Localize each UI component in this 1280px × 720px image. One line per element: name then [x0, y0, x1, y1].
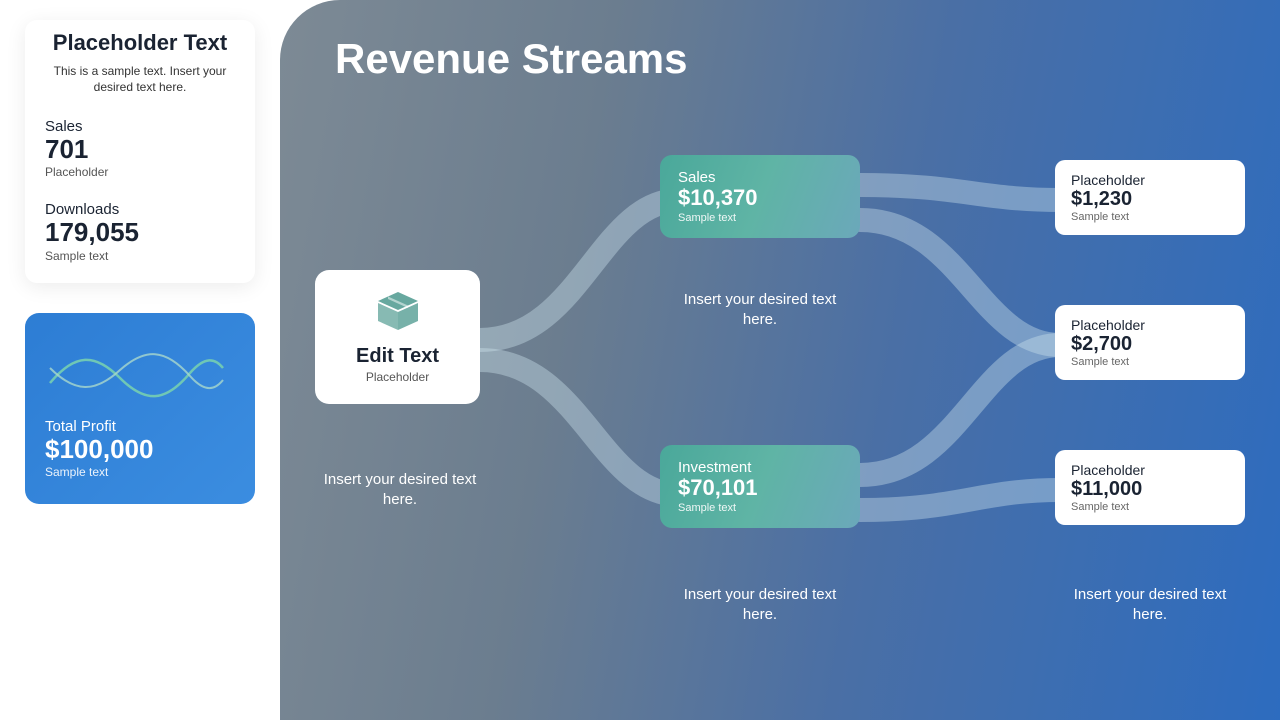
leaf-sub: Sample text [1071, 501, 1229, 513]
mid-caption-1: Insert your desired text here. [670, 585, 850, 624]
metric-sub: Sample text [45, 249, 235, 263]
leaf-label: Placeholder [1071, 317, 1229, 333]
leaf-caption: Insert your desired text here. [1060, 585, 1240, 624]
mid-label: Investment [678, 459, 842, 476]
root-sub: Placeholder [335, 370, 460, 384]
sidebar: Placeholder Text This is a sample text. … [0, 0, 280, 720]
metric-sales: Sales 701 Placeholder [40, 118, 240, 180]
root-title: Edit Text [335, 345, 460, 368]
mid-label: Sales [678, 169, 842, 186]
leaf-sub: Sample text [1071, 356, 1229, 368]
leaf-sub: Sample text [1071, 211, 1229, 223]
profit-sub: Sample text [45, 465, 235, 479]
metric-value: 701 [45, 135, 235, 164]
flow-leaf-0: Placeholder $1,230 Sample text [1055, 160, 1245, 235]
leaf-value: $11,000 [1071, 478, 1229, 500]
page-title: Revenue Streams [335, 35, 688, 83]
box-icon [335, 290, 460, 337]
metric-value: 179,055 [45, 218, 235, 247]
leaf-value: $1,230 [1071, 188, 1229, 210]
leaf-label: Placeholder [1071, 172, 1229, 188]
mid-caption-0: Insert your desired text here. [670, 290, 850, 329]
metric-label: Sales [45, 118, 235, 135]
metric-downloads: Downloads 179,055 Sample text [40, 201, 240, 263]
metric-label: Downloads [45, 201, 235, 218]
profit-label: Total Profit [45, 418, 235, 435]
sidebar-profit-card: Total Profit $100,000 Sample text [25, 313, 255, 505]
root-caption: Insert your desired text here. [310, 470, 490, 509]
flow-mid-investment: Investment $70,101 Sample text [660, 445, 860, 528]
flow-leaf-1: Placeholder $2,700 Sample text [1055, 305, 1245, 380]
mid-sub: Sample text [678, 212, 842, 224]
mid-sub: Sample text [678, 502, 842, 514]
leaf-label: Placeholder [1071, 462, 1229, 478]
wave-chart-icon [45, 338, 235, 408]
mid-value: $10,370 [678, 186, 842, 210]
sidebar-title: Placeholder Text [40, 30, 240, 56]
sidebar-subtitle: This is a sample text. Insert your desir… [40, 64, 240, 95]
flow-mid-sales: Sales $10,370 Sample text [660, 155, 860, 238]
profit-value: $100,000 [45, 435, 235, 464]
mid-value: $70,101 [678, 476, 842, 500]
flow-leaf-2: Placeholder $11,000 Sample text [1055, 450, 1245, 525]
leaf-value: $2,700 [1071, 333, 1229, 355]
sidebar-info-card: Placeholder Text This is a sample text. … [25, 20, 255, 283]
metric-sub: Placeholder [45, 165, 235, 179]
flow-root-card: Edit Text Placeholder [315, 270, 480, 404]
